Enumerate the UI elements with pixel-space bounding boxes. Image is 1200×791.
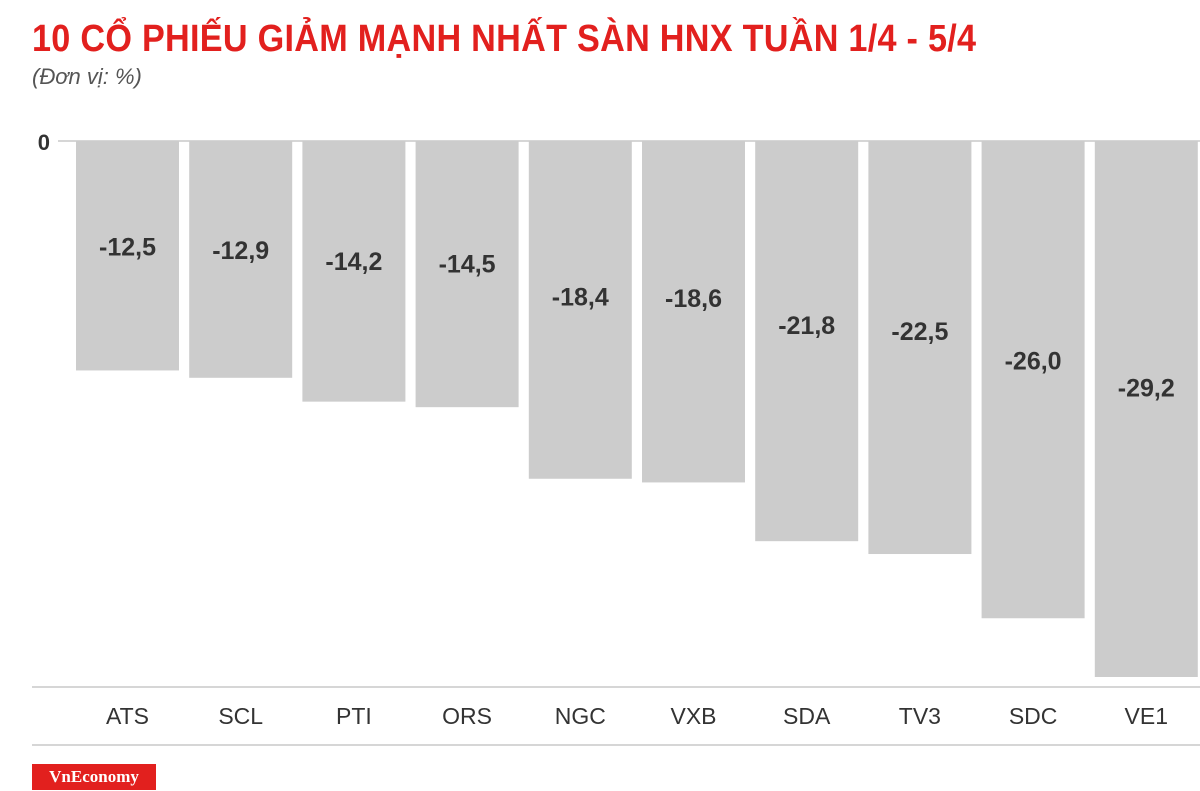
bar-tv3: [868, 141, 972, 555]
bar-scl: [189, 141, 293, 378]
chart-title: 10 CỔ PHIẾU GIẢM MẠNH NHẤT SÀN HNX TUẦN …: [32, 18, 977, 60]
data-label: -29,2: [1118, 375, 1175, 403]
data-label: -18,6: [665, 285, 722, 313]
bar-ors: [415, 141, 519, 408]
data-label: -22,5: [891, 318, 948, 346]
x-tick-label: PTI: [336, 703, 372, 729]
x-tick-label: SDA: [783, 703, 831, 729]
chart-subtitle-unit: (Đơn vị: %): [32, 64, 142, 89]
bar-pti: [302, 141, 406, 402]
data-label: -18,4: [552, 283, 609, 311]
x-tick-label: SDC: [1009, 703, 1058, 729]
x-tick-label: ATS: [106, 703, 149, 729]
data-label: -12,5: [99, 234, 156, 262]
footer-divider: [32, 744, 1200, 746]
bar-sda: [755, 141, 859, 542]
bar-ve1: [1094, 141, 1198, 677]
y-tick-label-0: 0: [38, 130, 50, 155]
data-label: -26,0: [1005, 348, 1062, 376]
bar-sdc: [981, 141, 1085, 619]
data-label: -14,2: [325, 248, 382, 276]
data-label: -21,8: [778, 312, 835, 340]
x-tick-label: NGC: [555, 703, 606, 729]
brand-logo: VnEconomy: [32, 764, 156, 790]
x-tick-label: ORS: [442, 703, 492, 729]
data-label: -12,9: [212, 237, 269, 265]
x-tick-label: VE1: [1125, 703, 1168, 729]
bar-vxb: [642, 141, 745, 483]
bar-ats: [76, 141, 179, 371]
bar-ngc: [528, 141, 632, 479]
x-tick-label: SCL: [218, 703, 263, 729]
x-tick-label: TV3: [899, 703, 941, 729]
data-label: -14,5: [439, 250, 496, 278]
x-tick-label: VXB: [670, 703, 716, 729]
